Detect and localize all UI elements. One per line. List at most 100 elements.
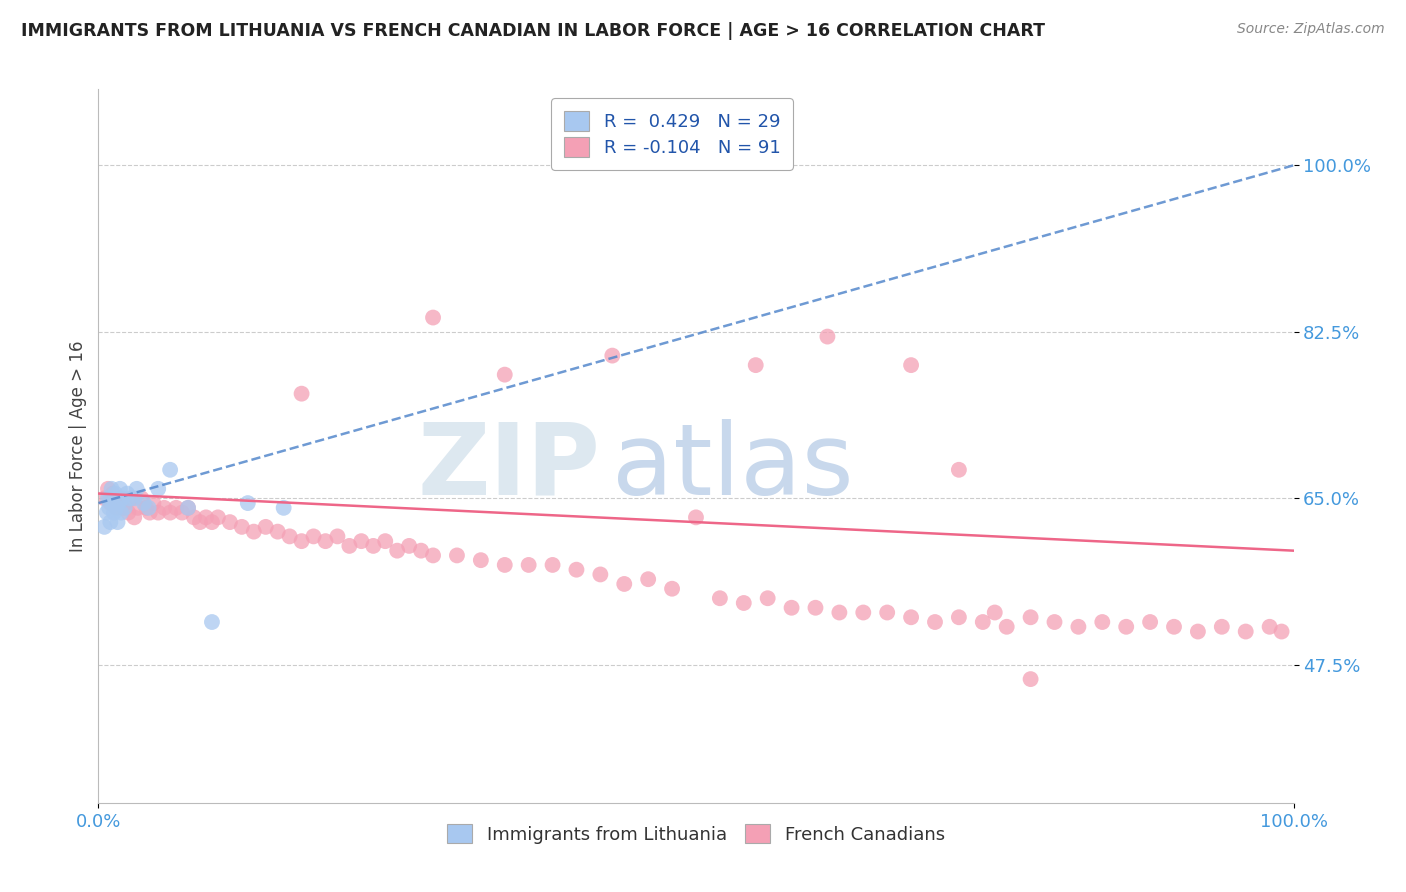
Point	[661, 582, 683, 596]
Point	[172, 506, 194, 520]
Point	[1163, 620, 1185, 634]
Point	[398, 539, 420, 553]
Point	[101, 496, 124, 510]
Point	[315, 534, 337, 549]
Point	[201, 615, 224, 629]
Point	[121, 491, 143, 506]
Text: ZIP: ZIP	[418, 419, 600, 516]
Point	[107, 515, 129, 529]
Point	[159, 463, 181, 477]
Point	[101, 486, 124, 500]
Y-axis label: In Labor Force | Age > 16: In Labor Force | Age > 16	[69, 340, 87, 552]
Point	[124, 491, 146, 506]
Point	[103, 506, 125, 520]
Point	[363, 539, 385, 553]
Point	[1019, 672, 1042, 686]
Point	[852, 606, 875, 620]
Point	[494, 558, 516, 572]
Point	[948, 463, 970, 477]
Point	[110, 506, 132, 520]
Point	[541, 558, 564, 572]
Point	[984, 606, 1007, 620]
Point	[1139, 615, 1161, 629]
Point	[948, 610, 970, 624]
Point	[93, 491, 115, 506]
Point	[267, 524, 290, 539]
Point	[124, 510, 146, 524]
Point	[114, 500, 136, 515]
Point	[111, 491, 134, 506]
Point	[924, 615, 946, 629]
Point	[602, 349, 624, 363]
Point	[291, 386, 314, 401]
Point	[804, 600, 827, 615]
Point	[219, 515, 242, 529]
Point	[422, 310, 444, 325]
Point	[815, 329, 838, 343]
Legend: Immigrants from Lithuania, French Canadians: Immigrants from Lithuania, French Canadi…	[440, 816, 952, 851]
Point	[339, 539, 361, 553]
Point	[291, 534, 314, 549]
Point	[709, 591, 731, 606]
Point	[780, 600, 803, 615]
Point	[97, 491, 120, 506]
Point	[900, 610, 922, 624]
Point	[153, 500, 176, 515]
Point	[105, 500, 128, 515]
Point	[733, 596, 755, 610]
Point	[115, 486, 138, 500]
Point	[104, 486, 127, 500]
Point	[195, 510, 218, 524]
Point	[385, 543, 409, 558]
Point	[1187, 624, 1209, 639]
Point	[685, 510, 707, 524]
Point	[278, 529, 301, 543]
Point	[117, 506, 139, 520]
Point	[132, 496, 155, 510]
Point	[876, 606, 898, 620]
Point	[98, 515, 122, 529]
Point	[98, 496, 122, 510]
Point	[1115, 620, 1137, 634]
Point	[1211, 620, 1233, 634]
Point	[93, 520, 115, 534]
Point	[188, 515, 211, 529]
Point	[236, 496, 259, 510]
Point	[422, 549, 444, 563]
Point	[108, 491, 131, 506]
Point	[139, 506, 162, 520]
Text: atlas: atlas	[613, 419, 853, 516]
Point	[1271, 624, 1294, 639]
Point	[243, 524, 266, 539]
Point	[972, 615, 994, 629]
Point	[756, 591, 779, 606]
Point	[589, 567, 612, 582]
Point	[1234, 624, 1257, 639]
Point	[446, 549, 468, 563]
Point	[100, 482, 122, 496]
Point	[98, 500, 121, 515]
Point	[273, 500, 295, 515]
Point	[350, 534, 373, 549]
Point	[148, 482, 170, 496]
Point	[1019, 610, 1042, 624]
Point	[165, 500, 187, 515]
Point	[745, 358, 768, 372]
Point	[98, 491, 122, 506]
Point	[148, 506, 170, 520]
Point	[326, 529, 349, 543]
Point	[105, 500, 128, 515]
Point	[494, 368, 516, 382]
Point	[613, 577, 636, 591]
Point	[96, 506, 118, 520]
Point	[207, 510, 229, 524]
Point	[201, 515, 224, 529]
Point	[142, 496, 165, 510]
Point	[374, 534, 396, 549]
Point	[517, 558, 540, 572]
Point	[135, 500, 157, 515]
Point	[637, 572, 659, 586]
Point	[828, 606, 851, 620]
Point	[254, 520, 277, 534]
Point	[565, 563, 588, 577]
